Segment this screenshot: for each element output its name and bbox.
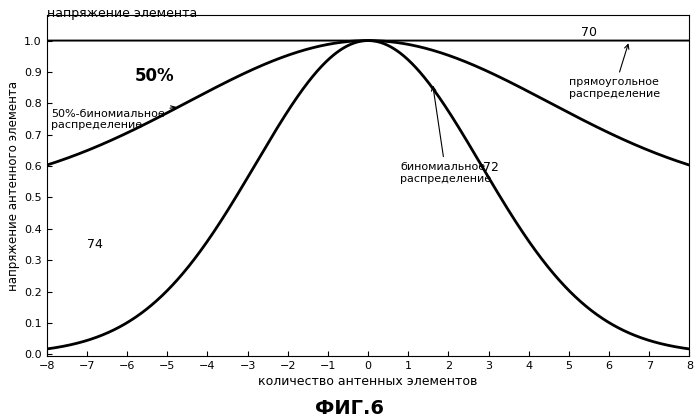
Text: напряжение элемента: напряжение элемента bbox=[47, 7, 197, 20]
Text: 74: 74 bbox=[87, 238, 103, 251]
Text: 70: 70 bbox=[581, 26, 597, 39]
Y-axis label: напряжение антенного элемента: напряжение антенного элемента bbox=[7, 81, 20, 291]
Text: биномиальное
распределение: биномиальное распределение bbox=[400, 87, 491, 184]
Text: ФИГ.6: ФИГ.6 bbox=[316, 399, 384, 418]
Text: прямоугольное
распределение: прямоугольное распределение bbox=[569, 45, 660, 99]
Text: 50%: 50% bbox=[135, 67, 175, 85]
X-axis label: количество антенных элементов: количество антенных элементов bbox=[258, 375, 478, 388]
Text: 50%-биномиальное
распределение: 50%-биномиальное распределение bbox=[50, 106, 175, 130]
Text: 72: 72 bbox=[482, 161, 498, 174]
